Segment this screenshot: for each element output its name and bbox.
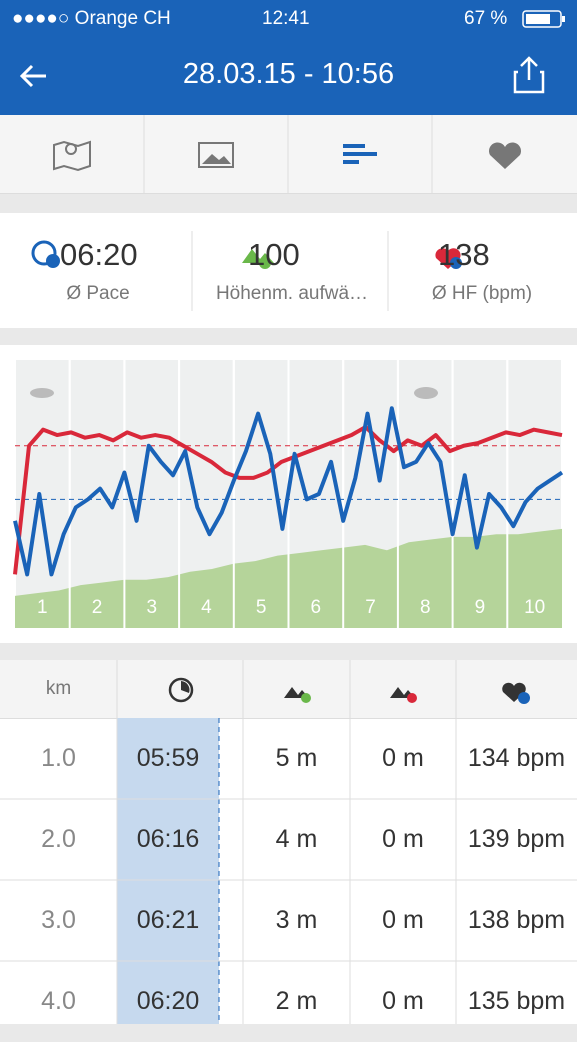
stats-icons xyxy=(31,231,462,311)
table-cell: 05:59 xyxy=(136,744,200,772)
table-cell: 06:20 xyxy=(136,987,200,1015)
pace-line xyxy=(13,406,564,577)
tab-icons xyxy=(53,115,521,193)
tab-bar xyxy=(0,115,577,194)
table-cell: 2.0 xyxy=(41,825,76,853)
table-cell: 0 m xyxy=(382,744,424,772)
carrier: Orange CH xyxy=(74,8,171,29)
battery-level: 67 % xyxy=(464,8,508,29)
fast-icon xyxy=(30,388,54,398)
title: 28.03.15 - 10:56 xyxy=(182,58,395,90)
back-button[interactable] xyxy=(18,62,48,90)
km-header: km xyxy=(45,678,72,699)
hr-line xyxy=(13,425,563,575)
stat-label: Ø Pace xyxy=(66,283,130,304)
stat-value: 138 xyxy=(438,237,490,272)
table-cell: 135 bpm xyxy=(467,987,566,1015)
table-cell: 4 m xyxy=(275,825,318,853)
pace-column-highlight xyxy=(117,718,219,1024)
km-label: 9 xyxy=(475,597,486,618)
table-cell: 06:21 xyxy=(136,906,200,934)
stat-value: 06:20 xyxy=(60,237,138,272)
km-label: 10 xyxy=(524,597,545,618)
battery-icon xyxy=(522,10,565,28)
table-cell: 06:16 xyxy=(136,825,200,853)
chart-panel: 1 2 3 4 5 6 7 8 9 10 xyxy=(0,345,577,643)
table-cell: 2 m xyxy=(275,987,318,1015)
stat-label: Höhenm. aufwä… xyxy=(215,283,369,304)
clock: 12:41 xyxy=(262,8,310,29)
km-label: 8 xyxy=(420,597,431,618)
table-cell: 5 m xyxy=(275,744,318,772)
table-header xyxy=(0,660,577,719)
table-cell: 138 bpm xyxy=(467,906,566,934)
table-lines xyxy=(0,660,577,1024)
km-label: 2 xyxy=(92,597,103,618)
signal: ●●●●○ Orange CH xyxy=(12,8,171,29)
splits-table: km 1.0 05:59 5 m 0 m 134 bpm 2.0 06:16 4 m 0 m 139… xyxy=(0,660,577,1024)
table-cell: 4.0 xyxy=(41,987,76,1015)
km-label: 6 xyxy=(311,597,322,618)
table-cell: 0 m xyxy=(382,906,424,934)
stat-label: Ø HF (bpm) xyxy=(431,283,533,304)
table-cell: 3 m xyxy=(275,906,318,934)
table-cell: 1.0 xyxy=(41,744,76,772)
km-label: 1 xyxy=(37,597,48,618)
slow-icon xyxy=(414,387,438,399)
stats-panel: 06:20 Ø Pace 100 Höhenm. aufwä… 138 Ø HF (bpm… xyxy=(0,213,577,328)
split-chart: 1 2 3 4 5 6 7 8 9 10 xyxy=(13,360,564,628)
table-cell: 134 bpm xyxy=(467,744,566,772)
table-cell: 3.0 xyxy=(41,906,76,934)
km-label: 5 xyxy=(256,597,267,618)
km-label: 3 xyxy=(146,597,157,618)
km-label: 4 xyxy=(201,597,212,618)
table-cell: 0 m xyxy=(382,987,424,1015)
top-bar: ●●●●○ Orange CH 12:41 67 % 28.03.15 - 10… xyxy=(0,0,577,115)
km-label: 7 xyxy=(365,597,376,618)
stat-value: 100 xyxy=(248,237,300,272)
table-cell: 139 bpm xyxy=(467,825,566,853)
table-cell: 0 m xyxy=(382,825,424,853)
share-button[interactable] xyxy=(512,56,546,94)
